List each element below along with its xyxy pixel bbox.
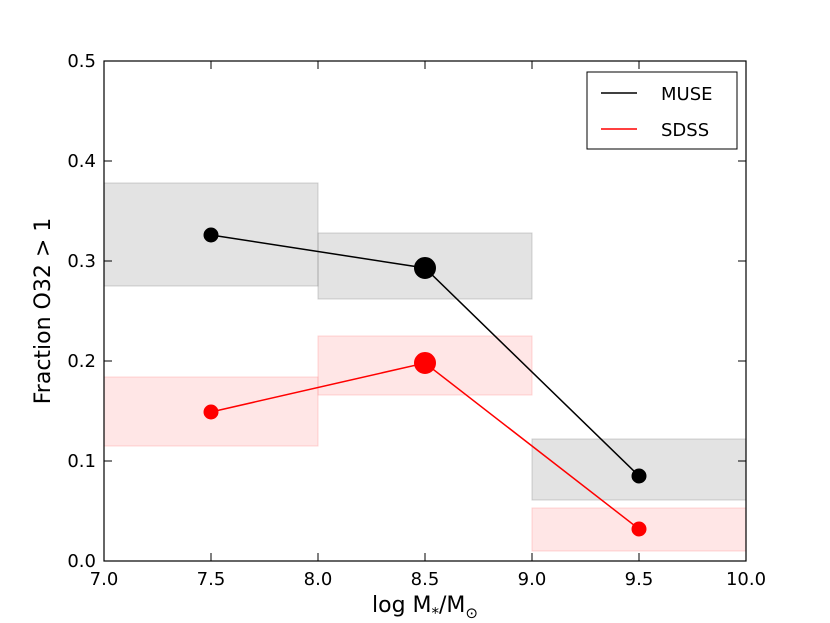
point-muse-0 [203, 227, 219, 243]
y-tick-label-3: 0.3 [67, 251, 96, 272]
x-label-sep: /M [439, 593, 465, 618]
y-tick-label-4: 0.4 [67, 151, 96, 172]
point-muse-1 [414, 257, 436, 279]
x-label-sub-star: * [432, 604, 440, 622]
x-tick-label-1: 7.5 [197, 569, 226, 590]
x-tick-label-4: 9.0 [518, 569, 547, 590]
x-label-sub-sun: ⊙ [465, 604, 478, 622]
x-tick-label-2: 8.0 [304, 569, 333, 590]
y-tick-label-1: 0.1 [67, 451, 96, 472]
legend-label-muse: MUSE [661, 84, 713, 105]
y-axis-label: Fraction O32 > 1 [31, 218, 56, 405]
y-tick-label-2: 0.2 [67, 351, 96, 372]
x-label-base: log M [372, 593, 432, 618]
axis-ticks [103, 60, 747, 562]
point-sdss-1 [414, 352, 436, 374]
series-markers [203, 227, 647, 537]
x-tick-label-5: 9.5 [625, 569, 654, 590]
x-tick-label-6: 10.0 [726, 569, 766, 590]
legend-label-sdss: SDSS [661, 120, 709, 141]
x-axis-label: log M*/M⊙ [372, 593, 478, 622]
x-tick-label-0: 7.0 [90, 569, 119, 590]
point-sdss-0 [203, 404, 219, 420]
axis-tick-labels: 7.0 7.5 8.0 8.5 9.0 9.5 10.0 0.0 0.1 0.2 0.3 0.4 0.5 [67, 51, 766, 590]
y-tick-label-0: 0.0 [67, 551, 96, 572]
x-tick-label-3: 8.5 [411, 569, 440, 590]
legend: MUSE SDSS [586, 71, 738, 150]
y-tick-label-5: 0.5 [67, 51, 96, 72]
point-muse-2 [631, 468, 647, 484]
legend-box [586, 71, 738, 150]
point-sdss-2 [631, 521, 647, 537]
